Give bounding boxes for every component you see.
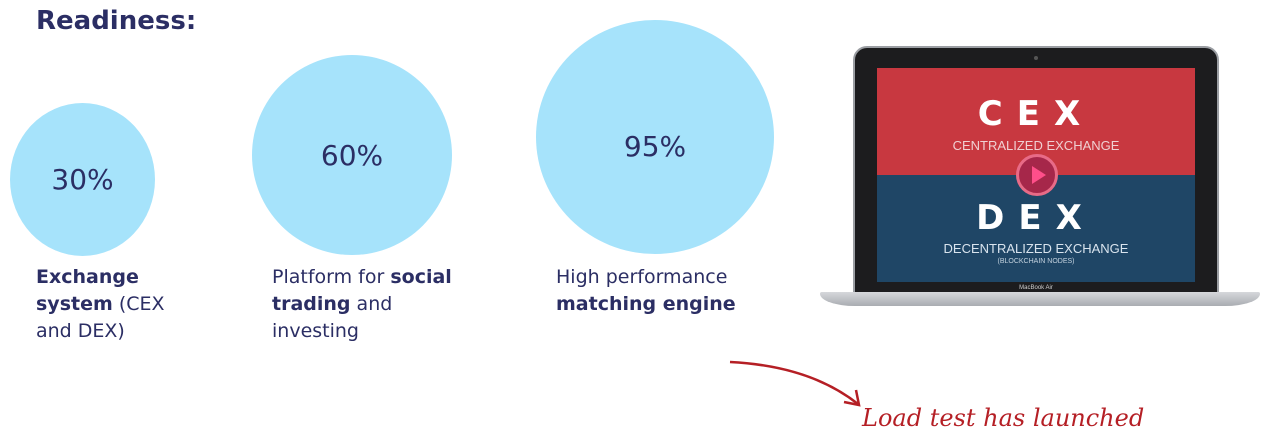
bold-text: Exchange system	[36, 266, 139, 315]
text: and investing	[272, 293, 393, 342]
progress-circle-matching-engine: 95%	[536, 20, 774, 254]
text: Platform for	[272, 266, 391, 288]
laptop-lid: CEX CENTRALIZED EXCHANGE DEX DECENTRALIZ…	[853, 46, 1219, 294]
device-label: MacBook Air	[1019, 285, 1053, 291]
bold-text: matching engine	[556, 293, 736, 315]
readiness-heading: Readiness:	[36, 6, 197, 36]
curved-arrow-icon	[729, 360, 861, 407]
description-social-trading: Platform for social trading and investin…	[272, 264, 462, 345]
text: High performance	[556, 266, 728, 288]
camera-icon	[1034, 56, 1038, 60]
laptop-base	[820, 292, 1260, 306]
cex-subtitle: CENTRALIZED EXCHANGE	[952, 138, 1120, 153]
dex-title: DEX	[976, 198, 1096, 238]
description-exchange: Exchange system (CEX and DEX)	[36, 264, 206, 345]
percent-label: 60%	[320, 139, 384, 172]
text: (CEX and DEX)	[36, 293, 165, 342]
progress-circle-exchange: 30%	[10, 103, 155, 256]
load-test-annotation: Load test has launched	[862, 404, 1145, 432]
dex-subtitle: DECENTRALIZED EXCHANGE	[943, 241, 1129, 256]
cex-title: CEX	[977, 94, 1095, 134]
play-icon[interactable]	[1016, 154, 1058, 196]
bold-text: social trading	[272, 266, 452, 315]
percent-label: 30%	[51, 163, 114, 196]
laptop-video-thumbnail[interactable]: CEX CENTRALIZED EXCHANGE DEX DECENTRALIZ…	[820, 46, 1260, 316]
description-matching-engine: High performance matching engine	[556, 264, 766, 318]
laptop-screen: CEX CENTRALIZED EXCHANGE DEX DECENTRALIZ…	[877, 68, 1195, 282]
dex-note: (BLOCKCHAIN NODES)	[997, 258, 1075, 265]
percent-label: 95%	[623, 130, 687, 163]
progress-circle-social-trading: 60%	[252, 55, 452, 255]
